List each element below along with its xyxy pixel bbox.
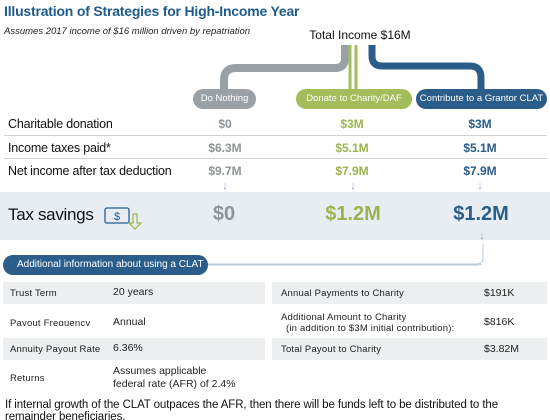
returns-cell: Returns Assumes applicable federal rate … <box>3 362 265 392</box>
returns-value-line2: federal rate (AFR) of 2.4% <box>113 378 236 390</box>
strategy-clat-pill: Contribute to a Grantor CLAT <box>416 89 547 109</box>
row-label: Income taxes paid* <box>8 141 111 155</box>
tax-savings-do-nothing: $0 <box>212 203 236 225</box>
additional-amount-cell: Additional Amount to Charity (in additio… <box>272 307 547 335</box>
page-subtitle: Assumes 2017 income of $16 million drive… <box>4 26 251 37</box>
returns-label: Returns <box>10 373 45 384</box>
annuity-payout-rate-label: Annuity Payout Rate <box>10 344 101 355</box>
value-do-nothing: $6.3M <box>208 141 242 155</box>
down-arrow-icon: ↓ <box>222 180 228 192</box>
annuity-payout-rate-value: 6.36% <box>113 342 143 354</box>
total-payout-label: Total Payout to Charity <box>281 344 382 355</box>
tax-savings-band <box>0 192 550 240</box>
connector-gray <box>220 45 349 91</box>
payout-frequency-value: Annual <box>113 316 146 326</box>
payout-frequency-label: Payout Frequency <box>10 318 91 326</box>
total-income-label: Total Income $16M <box>309 28 411 42</box>
trust-term-value: 20 years <box>113 286 154 298</box>
connector-blue <box>368 45 485 91</box>
annual-payments-cell: Annual Payments to Charity $191K <box>272 282 547 304</box>
value-donate: $5.1M <box>335 141 369 155</box>
svg-text:$: $ <box>114 211 120 223</box>
value-do-nothing: $0 <box>218 117 232 131</box>
trust-term-label: Trust Term <box>10 288 57 299</box>
tax-savings-label: Tax savings <box>8 205 94 224</box>
divider <box>4 135 547 136</box>
down-arrow-icon: ↓ <box>350 180 356 192</box>
money-down-icon: $ <box>104 207 142 230</box>
value-donate: $7.9M <box>335 164 369 178</box>
net-income-row: Net income after tax deduction $9.7M $7.… <box>0 159 550 183</box>
annual-payments-value: $191K <box>484 287 515 299</box>
strategy-donate-pill: Donate to Charity/DAF <box>296 89 412 109</box>
value-clat: $5.1M <box>463 141 497 155</box>
row-label: Net income after tax deduction <box>8 164 172 178</box>
value-do-nothing: $9.7M <box>208 164 242 178</box>
strategy-do-nothing-pill: Do Nothing <box>193 89 256 109</box>
additional-amount-label: Additional Amount to Charity <box>281 312 407 323</box>
tax-savings-donate: $1.2M <box>325 203 381 225</box>
down-arrow-icon: ↓ <box>477 180 483 192</box>
clat-connector-line <box>205 264 483 266</box>
total-payout-value: $3.82M <box>484 343 520 355</box>
additional-amount-label-note: (in addition to $3M initial contribution… <box>286 323 455 334</box>
value-clat: $3M <box>468 117 492 131</box>
value-clat: $7.9M <box>463 164 497 178</box>
strategy-connectors <box>220 45 485 91</box>
clat-info-banner: Additional information about using a CLA… <box>3 255 208 275</box>
row-label: Charitable donation <box>8 117 113 131</box>
annual-payments-label: Annual Payments to Charity <box>281 288 404 299</box>
annuity-payout-rate-cell: Annuity Payout Rate 6.36% <box>3 338 265 360</box>
total-payout-cell: Total Payout to Charity $3.82M <box>272 338 547 360</box>
page-title: Illustration of Strategies for High-Inco… <box>4 3 300 19</box>
clat-connector-line <box>208 244 484 265</box>
value-donate: $3M <box>340 117 364 131</box>
down-arrow-icon: ↓ <box>479 230 485 242</box>
trust-term-cell: Trust Term 20 years <box>3 282 265 304</box>
income-taxes-row: Income taxes paid* $6.3M $5.1M $5.1M <box>0 136 550 160</box>
divider <box>4 158 547 159</box>
payout-frequency-cell: Payout Frequency Annual <box>3 306 265 326</box>
charitable-donation-row: Charitable donation $0 $3M $3M <box>0 112 550 136</box>
clat-footnote: If internal growth of the CLAT outpaces … <box>5 399 499 420</box>
returns-value-line1: Assumes applicable <box>113 365 207 377</box>
tax-savings-clat: $1.2M <box>453 203 509 225</box>
additional-amount-value: $816K <box>484 316 515 328</box>
